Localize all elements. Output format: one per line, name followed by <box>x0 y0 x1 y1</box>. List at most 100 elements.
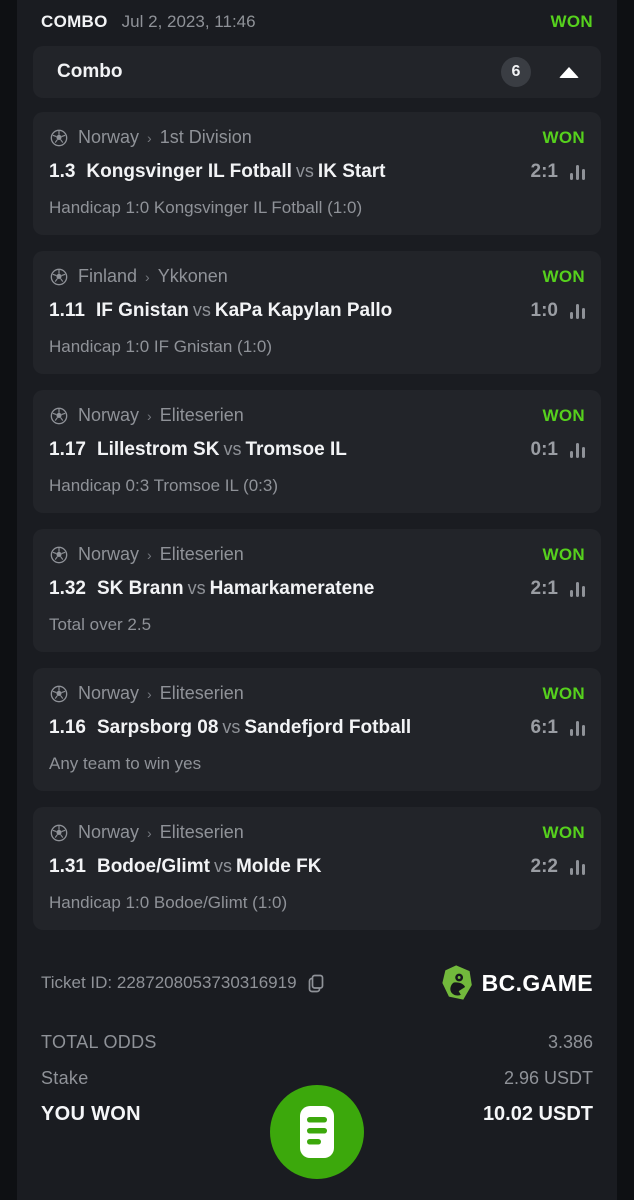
breadcrumb-separator-icon: › <box>147 685 152 702</box>
breadcrumb[interactable]: Finland › Ykkonen <box>78 266 543 287</box>
brand-name: BC.GAME <box>481 969 593 996</box>
totals-section: TOTAL ODDS 3.386 Stake 2.96 USDT YOU WON… <box>41 1024 593 1132</box>
ticket-date: Jul 2, 2023, 11:46 <box>121 12 256 31</box>
home-team: Bodoe/Glimt <box>96 856 210 877</box>
selection-count-badge: 6 <box>501 57 531 87</box>
combo-collapse-bar[interactable]: Combo 6 <box>33 46 601 98</box>
home-team: Lillestrom SK <box>96 439 220 460</box>
stats-bars-icon[interactable] <box>570 720 585 736</box>
stats-bars-icon[interactable] <box>570 442 585 458</box>
breadcrumb[interactable]: Norway › Eliteserien <box>78 683 543 704</box>
ticket-id-value: 2287208053730316919 <box>116 973 297 992</box>
soccer-ball-icon <box>50 268 68 285</box>
match-line[interactable]: 1.31 Bodoe/Glimt vs Molde FK <box>49 856 521 878</box>
bet-status-badge: WON <box>542 544 585 564</box>
soccer-ball-icon <box>50 129 68 146</box>
stake-row: Stake 2.96 USDT <box>41 1060 593 1096</box>
match-line[interactable]: 1.32 SK Brann vs Hamarkameratene <box>49 578 521 600</box>
breadcrumb[interactable]: Norway › Eliteserien <box>78 405 543 426</box>
vs-label: vs <box>295 161 314 181</box>
bet-status-badge: WON <box>542 822 585 842</box>
breadcrumb[interactable]: Norway › 1st Division <box>78 127 543 148</box>
match-score: 6:1 <box>530 717 558 738</box>
breadcrumb-league: Eliteserien <box>159 822 244 842</box>
breadcrumb-separator-icon: › <box>147 407 152 424</box>
bet-card: Norway › 1st Division WON 1.3 Kongsvinger I… <box>33 112 601 235</box>
breadcrumb-country: Norway <box>78 127 140 147</box>
copy-icon[interactable] <box>306 973 326 993</box>
odds-value: 1.32 <box>49 578 86 599</box>
match-score: 2:2 <box>530 856 558 877</box>
away-team: IK Start <box>317 161 386 182</box>
bet-market: Handicap 1:0 IF Gnistan (1:0) <box>49 337 273 356</box>
away-team: Sandefjord Fotball <box>244 717 412 738</box>
odds-value: 1.11 <box>49 300 85 321</box>
bet-status-badge: WON <box>542 683 585 703</box>
bcgame-logo-icon <box>441 965 472 1000</box>
home-team: SK Brann <box>96 578 184 599</box>
breadcrumb-league: Eliteserien <box>159 683 244 703</box>
bet-card: Finland › Ykkonen WON 1.11 IF Gnistan vs KaPa… <box>33 251 601 374</box>
away-team: Hamarkameratene <box>209 578 375 599</box>
home-team: IF Gnistan <box>95 300 189 321</box>
bet-market: Total over 2.5 <box>49 615 152 634</box>
breadcrumb-league: Ykkonen <box>157 266 228 286</box>
bet-status-badge: WON <box>542 127 585 147</box>
bet-card: Norway › Eliteserien WON 1.17 Lillestrom SK… <box>33 390 601 513</box>
bet-status-badge: WON <box>542 405 585 425</box>
bet-market: Handicap 1:0 Bodoe/Glimt (1:0) <box>49 893 288 912</box>
vs-label: vs <box>192 300 211 320</box>
bet-type-label: COMBO <box>41 12 108 31</box>
you-won-value: 10.02 USDT <box>482 1102 593 1125</box>
match-line[interactable]: 1.16 Sarpsborg 08 vs Sandefjord Fotball <box>49 717 521 739</box>
odds-value: 1.17 <box>49 439 86 460</box>
breadcrumb-separator-icon: › <box>147 546 152 563</box>
stats-bars-icon[interactable] <box>570 303 585 319</box>
stats-bars-icon[interactable] <box>570 164 585 180</box>
bet-card: Norway › Eliteserien WON 1.16 Sarpsborg 08 v… <box>33 668 601 791</box>
vs-label: vs <box>222 717 241 737</box>
soccer-ball-icon <box>50 824 68 841</box>
soccer-ball-icon <box>50 685 68 702</box>
stats-bars-icon[interactable] <box>570 859 585 875</box>
you-won-label: YOU WON <box>41 1102 141 1125</box>
bet-slip-button[interactable] <box>270 1085 364 1179</box>
odds-value: 1.3 <box>49 161 76 182</box>
ticket-status-badge: WON <box>550 12 593 31</box>
bet-market: Any team to win yes <box>49 754 202 773</box>
chevron-up-icon[interactable] <box>559 66 579 78</box>
match-score: 1:0 <box>530 300 558 321</box>
breadcrumb-country: Finland <box>78 266 138 286</box>
you-won-row: YOU WON 10.02 USDT <box>41 1096 593 1132</box>
match-score: 2:1 <box>530 161 558 182</box>
bet-status-badge: WON <box>542 266 585 286</box>
home-team: Sarpsborg 08 <box>96 717 219 738</box>
vs-label: vs <box>187 578 206 598</box>
combo-label: Combo <box>57 61 123 82</box>
total-odds-value: 3.386 <box>547 1031 593 1052</box>
home-team: Kongsvinger IL Fotball <box>86 161 292 182</box>
breadcrumb-country: Norway <box>78 683 140 703</box>
vs-label: vs <box>223 439 242 459</box>
match-score: 2:1 <box>530 578 558 599</box>
ticket-id-label: Ticket ID: <box>41 973 113 992</box>
ticket-id: Ticket ID: 2287208053730316919 <box>41 973 297 993</box>
ticket-header: COMBO Jul 2, 2023, 11:46 WON <box>17 0 617 35</box>
breadcrumb[interactable]: Norway › Eliteserien <box>78 822 543 843</box>
breadcrumb-separator-icon: › <box>147 129 152 146</box>
odds-value: 1.31 <box>49 856 86 877</box>
ticket-footer: Ticket ID: 2287208053730316919 BC.GAME <box>41 964 593 1002</box>
match-line[interactable]: 1.17 Lillestrom SK vs Tromsoe IL <box>49 439 521 461</box>
away-team: Molde FK <box>235 856 322 877</box>
match-line[interactable]: 1.11 IF Gnistan vs KaPa Kapylan Pallo <box>49 300 521 322</box>
bet-list: Norway › 1st Division WON 1.3 Kongsvinger I… <box>33 112 601 930</box>
brand-lockup: BC.GAME <box>440 964 593 1002</box>
stats-bars-icon[interactable] <box>570 581 585 597</box>
vs-label: vs <box>213 856 232 876</box>
breadcrumb[interactable]: Norway › Eliteserien <box>78 544 543 565</box>
match-line[interactable]: 1.3 Kongsvinger IL Fotball vs IK Start <box>49 161 521 183</box>
breadcrumb-league: 1st Division <box>159 127 252 147</box>
stake-value: 2.96 USDT <box>503 1067 593 1088</box>
receipt-icon <box>300 1106 334 1158</box>
bet-market: Handicap 0:3 Tromsoe IL (0:3) <box>49 476 278 495</box>
